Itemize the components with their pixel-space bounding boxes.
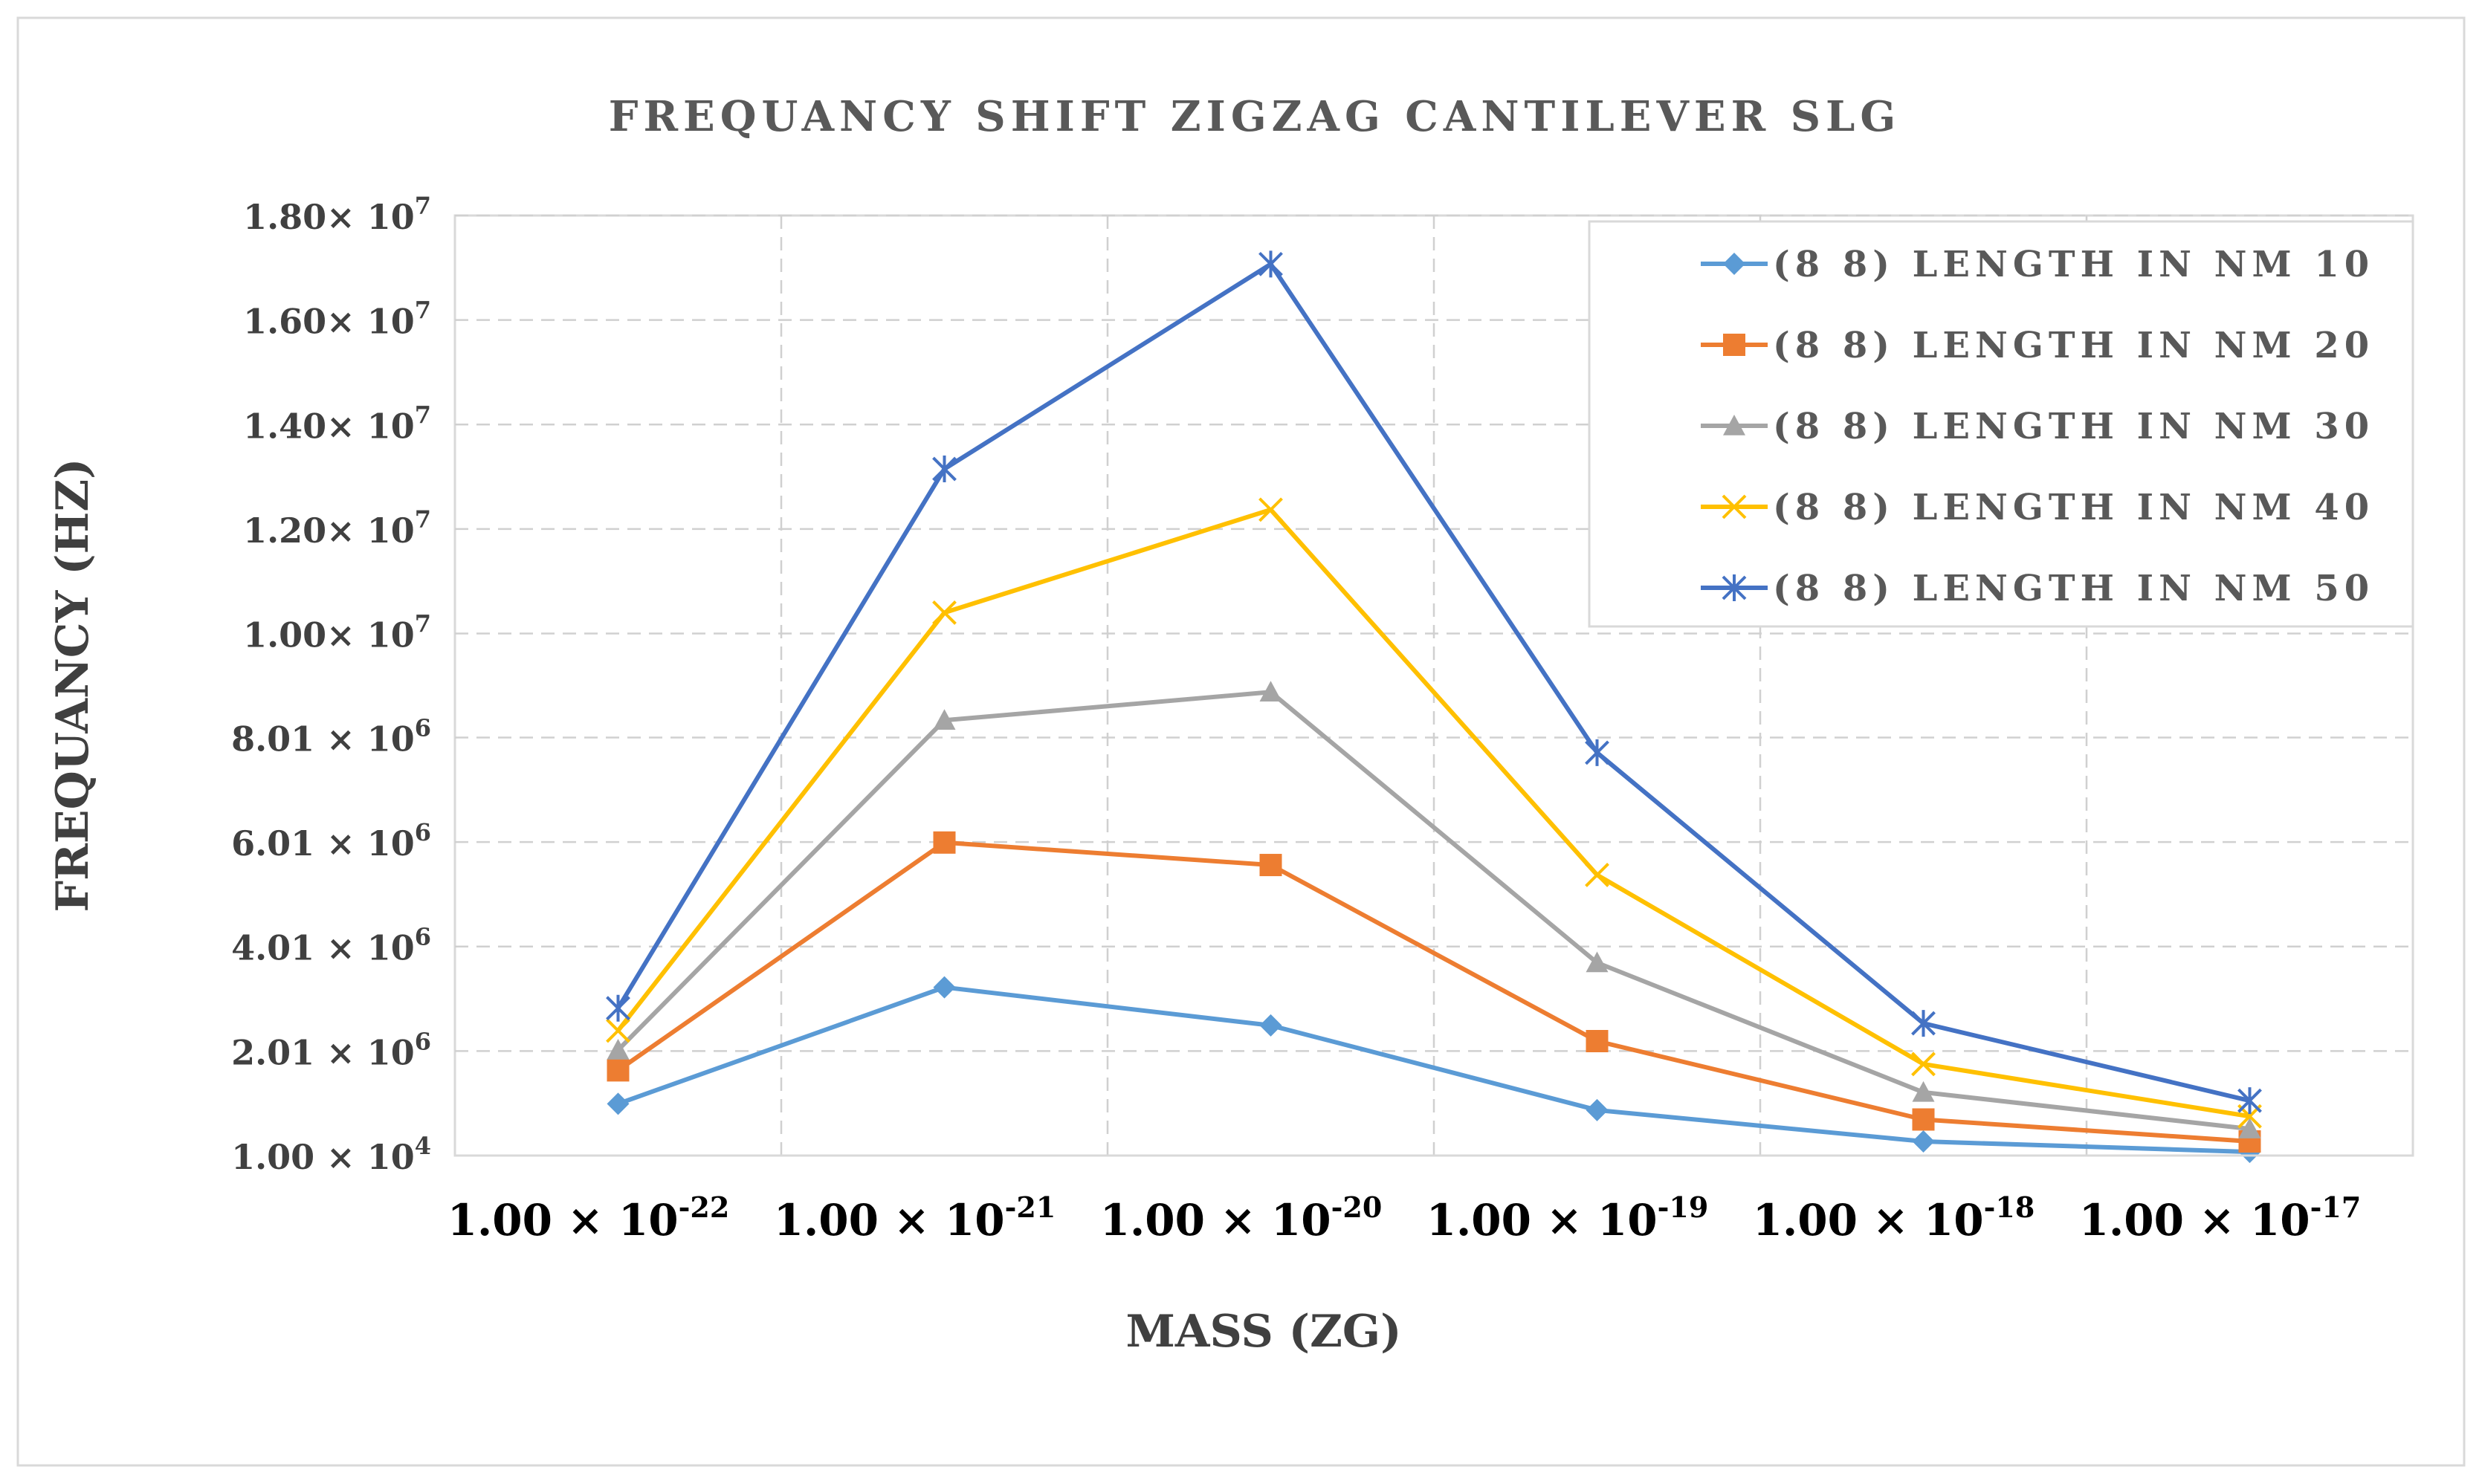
data-point-series-1 xyxy=(933,976,956,999)
x-tick-exponent: -22 xyxy=(679,1190,730,1224)
x-tick-exponent: -21 xyxy=(1005,1190,1056,1224)
data-point-series-5 xyxy=(1258,250,1283,278)
x-tick-base: 1.00 × 10 xyxy=(774,1195,1005,1245)
y-tick-label: 8.01 × 106 xyxy=(231,713,431,759)
series-line-1 xyxy=(617,985,2250,1155)
data-point-series-5 xyxy=(932,456,957,483)
series-line-5 xyxy=(615,262,2251,1104)
legend-marker xyxy=(1723,253,1745,275)
y-tick-label: 1.00 × 104 xyxy=(231,1132,431,1177)
data-point-series-4 xyxy=(1585,862,1609,887)
data-point-series-3 xyxy=(1259,681,1282,702)
y-tick-label: 4.01 × 106 xyxy=(231,923,431,968)
data-point-series-5 xyxy=(606,994,630,1022)
y-tick-exponent: 6 xyxy=(415,713,431,742)
legend-marker xyxy=(1722,494,1747,519)
y-tick-exponent: 6 xyxy=(415,923,431,951)
legend-marker xyxy=(1723,334,1745,356)
y-tick-base: 1.60× 10 xyxy=(243,302,415,342)
y-tick-exponent: 6 xyxy=(415,1027,431,1055)
x-tick-base: 1.00 × 10 xyxy=(1100,1195,1331,1245)
x-tick-base: 1.00 × 10 xyxy=(1426,1195,1658,1245)
data-point-series-3 xyxy=(607,1038,630,1060)
legend-label: (8 8) LENGTH IN NM 10 xyxy=(1773,244,2374,285)
series-line-3 xyxy=(616,690,2250,1132)
y-tick-exponent: 7 xyxy=(415,192,431,220)
data-point-series-4 xyxy=(1258,497,1283,522)
y-tick-exponent: 7 xyxy=(415,505,431,534)
data-point-series-3 xyxy=(1586,951,1609,973)
legend-label: (8 8) LENGTH IN NM 20 xyxy=(1773,325,2374,366)
y-tick-exponent: 7 xyxy=(415,401,431,429)
data-point-series-1 xyxy=(1259,1014,1282,1037)
data-point-series-4 xyxy=(606,1018,630,1043)
x-axis-label: MASS (ZG) xyxy=(1125,1306,1401,1358)
x-tick-exponent: -20 xyxy=(1331,1190,1383,1224)
x-tick-label: 1.00 × 10-18 xyxy=(1753,1190,2035,1245)
y-axis-label: FREQUANCY (HZ) xyxy=(47,458,99,912)
y-tick-base: 8.01 × 10 xyxy=(231,719,415,759)
y-tick-label: 2.01 × 106 xyxy=(231,1027,431,1072)
series-line-2 xyxy=(616,840,2250,1144)
x-tick-label: 1.00 × 10-21 xyxy=(774,1190,1056,1245)
data-point-series-2 xyxy=(1586,1030,1609,1053)
data-series xyxy=(606,250,2262,1164)
y-tick-exponent: 4 xyxy=(415,1132,431,1160)
series-line-4 xyxy=(616,507,2250,1119)
x-tick-label: 1.00 × 10-17 xyxy=(2079,1190,2362,1245)
y-tick-base: 2.01 × 10 xyxy=(231,1032,415,1072)
y-tick-base: 1.00 × 10 xyxy=(231,1137,415,1177)
x-tick-exponent: -19 xyxy=(1658,1190,1709,1224)
x-tick-exponent: -18 xyxy=(1984,1190,2035,1224)
x-tick-exponent: -17 xyxy=(2310,1190,2362,1224)
y-tick-base: 1.80× 10 xyxy=(243,197,415,237)
y-tick-label: 1.60× 107 xyxy=(243,297,431,342)
y-tick-label: 1.40× 107 xyxy=(243,401,431,446)
data-point-series-5 xyxy=(2237,1087,2262,1115)
legend-marker xyxy=(1723,415,1745,435)
legend: (8 8) LENGTH IN NM 10 (8 8) LENGTH IN NM … xyxy=(1588,220,2414,628)
y-tick-base: 1.00× 10 xyxy=(243,615,415,655)
y-tick-base: 1.20× 10 xyxy=(243,511,415,551)
data-point-series-1 xyxy=(607,1092,630,1115)
data-point-series-1 xyxy=(1586,1098,1609,1121)
x-tick-label: 1.00 × 10-19 xyxy=(1426,1190,1709,1245)
data-point-series-2 xyxy=(1259,854,1282,877)
data-point-series-5 xyxy=(1585,739,1609,766)
x-tick-label: 1.00 × 10-20 xyxy=(1100,1190,1383,1245)
x-tick-base: 1.00 × 10 xyxy=(1753,1195,1984,1245)
x-tick-base: 1.00 × 10 xyxy=(447,1195,679,1245)
y-tick-exponent: 7 xyxy=(415,610,431,638)
y-tick-label: 1.80× 107 xyxy=(243,192,431,237)
data-point-series-3 xyxy=(1912,1080,1935,1102)
data-point-series-2 xyxy=(1912,1108,1935,1131)
legend-label: (8 8) LENGTH IN NM 40 xyxy=(1773,487,2374,528)
x-tick-base: 1.00 × 10 xyxy=(2079,1195,2310,1245)
data-point-series-5 xyxy=(1911,1010,1936,1037)
chart-title: FREQUANCY SHIFT ZIGZAG CANTILEVER SLG xyxy=(609,92,1901,141)
y-tick-exponent: 7 xyxy=(415,297,431,325)
data-point-series-2 xyxy=(933,831,956,854)
data-point-series-3 xyxy=(933,709,956,730)
y-tick-base: 6.01 × 10 xyxy=(231,823,415,863)
y-tick-base: 1.40× 10 xyxy=(243,406,415,446)
legend-label: (8 8) LENGTH IN NM 30 xyxy=(1773,406,2374,447)
y-tick-label: 1.00× 107 xyxy=(243,610,431,655)
y-tick-base: 4.01 × 10 xyxy=(231,928,415,968)
x-tick-label: 1.00 × 10-22 xyxy=(447,1190,730,1245)
x-axis-ticks: 1.00 × 10-22 1.00 × 10-21 1.00 × 10-20 1.00… xyxy=(447,1190,2362,1245)
data-point-series-3 xyxy=(2238,1118,2261,1138)
y-tick-label: 1.20× 107 xyxy=(243,505,431,551)
data-point-series-1 xyxy=(1912,1130,1935,1153)
legend-marker xyxy=(1722,574,1747,601)
legend-label: (8 8) LENGTH IN NM 50 xyxy=(1773,568,2374,609)
data-point-series-4 xyxy=(932,600,957,625)
data-point-series-2 xyxy=(607,1059,630,1082)
data-point-series-4 xyxy=(1911,1052,1936,1077)
y-tick-label: 6.01 × 106 xyxy=(231,818,431,863)
y-tick-exponent: 6 xyxy=(415,818,431,846)
